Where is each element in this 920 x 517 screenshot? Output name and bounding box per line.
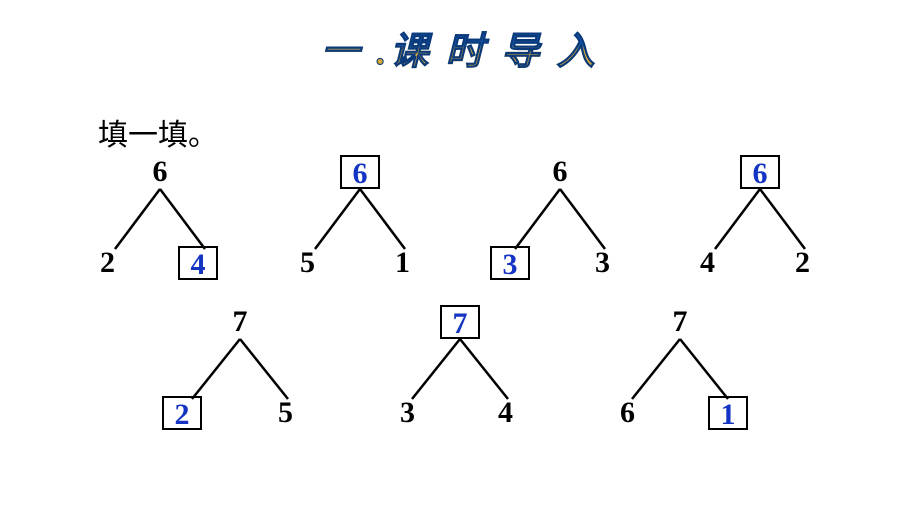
tree-right-value: 4: [178, 246, 218, 280]
tree-branches: [130, 337, 350, 402]
tree-row-2: 7 2 5 7 3 4 7 6 1: [0, 305, 920, 445]
tree-branches: [660, 187, 860, 252]
tree-right-value: 1: [708, 396, 748, 430]
page-title: 一 .课 时 导 入: [321, 20, 599, 75]
number-bond-tree: 6 5 1: [260, 155, 460, 295]
tree-branches: [350, 337, 570, 402]
number-bond-tree: 7 6 1: [570, 305, 790, 445]
tree-top-value: 6: [340, 155, 380, 189]
number-bond-tree: 6 4 2: [660, 155, 860, 295]
tree-left-value: 4: [700, 246, 715, 280]
instruction-text: 填一填。: [98, 110, 218, 154]
number-bond-tree: 7 3 4: [350, 305, 570, 445]
tree-top-value: 7: [233, 305, 248, 339]
tree-left-value: 2: [100, 246, 115, 280]
tree-branches: [60, 187, 260, 252]
tree-right-value: 1: [395, 246, 410, 280]
tree-left-value: 2: [162, 396, 202, 430]
tree-top-value: 6: [740, 155, 780, 189]
number-bond-tree: 6 2 4: [60, 155, 260, 295]
tree-right-value: 3: [595, 246, 610, 280]
diagrams-area: 624651633642 725734761: [0, 155, 920, 445]
tree-row-1: 6 2 4 6 5 1 6 3 3 6 4 2: [0, 155, 920, 295]
number-bond-tree: 7 2 5: [130, 305, 350, 445]
tree-left-value: 6: [620, 396, 635, 430]
tree-top-value: 7: [673, 305, 688, 339]
tree-branches: [460, 187, 660, 252]
tree-right-value: 2: [795, 246, 810, 280]
tree-top-value: 7: [440, 305, 480, 339]
tree-top-value: 6: [153, 155, 168, 189]
tree-right-value: 5: [278, 396, 293, 430]
tree-left-value: 3: [490, 246, 530, 280]
tree-left-value: 3: [400, 396, 415, 430]
tree-branches: [260, 187, 460, 252]
tree-right-value: 4: [498, 396, 513, 430]
tree-left-value: 5: [300, 246, 315, 280]
tree-top-value: 6: [553, 155, 568, 189]
tree-branches: [570, 337, 790, 402]
number-bond-tree: 6 3 3: [460, 155, 660, 295]
